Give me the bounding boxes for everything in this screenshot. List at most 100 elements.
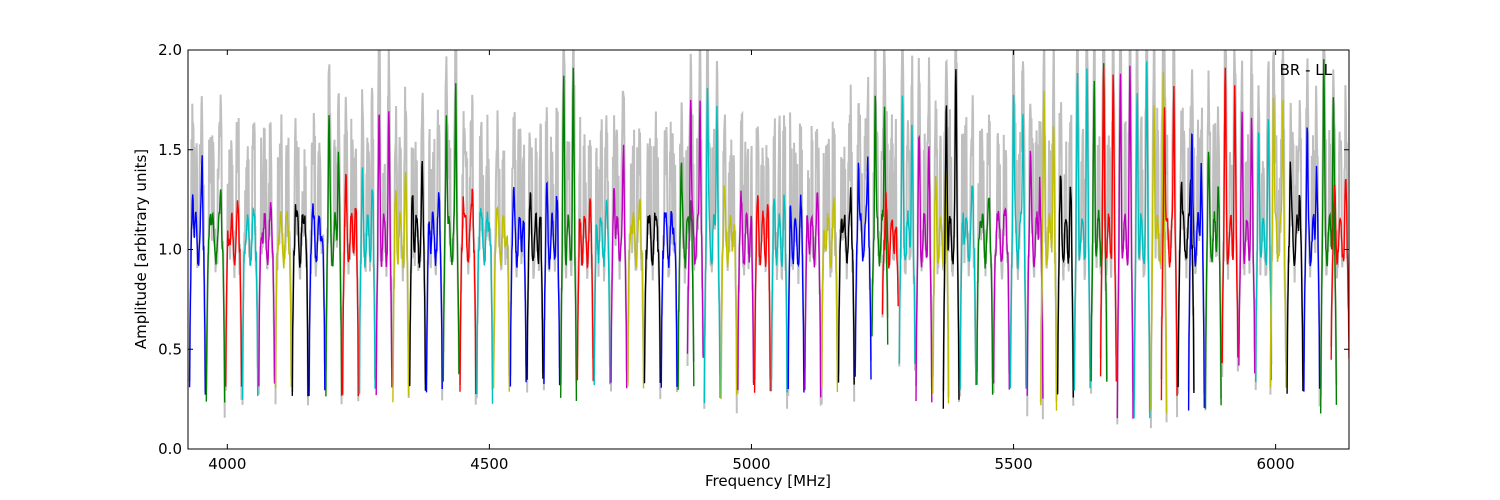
background-trace-segment bbox=[959, 95, 977, 397]
channel-trace bbox=[188, 155, 206, 395]
channel-trace bbox=[1040, 90, 1058, 411]
channel-trace bbox=[442, 83, 460, 382]
background-trace-segment bbox=[559, 50, 578, 386]
channel-trace bbox=[959, 185, 977, 390]
channel-trace bbox=[871, 95, 889, 345]
background-trace-segment bbox=[1039, 50, 1058, 403]
channel-trace bbox=[1303, 127, 1321, 392]
channel-trace bbox=[643, 212, 661, 384]
background-trace-segment bbox=[1269, 50, 1288, 395]
channel-trace bbox=[1026, 150, 1044, 399]
background-trace-segment bbox=[942, 50, 960, 403]
channel-trace bbox=[526, 192, 544, 380]
background-trace-segment bbox=[542, 107, 561, 391]
channel-trace bbox=[291, 204, 309, 397]
channel-trace bbox=[425, 192, 443, 393]
channel-trace bbox=[1056, 175, 1074, 398]
background-trace-segment bbox=[358, 87, 377, 395]
background-trace-segment bbox=[205, 94, 226, 418]
background-trace-segment bbox=[1073, 50, 1092, 385]
channel-trace bbox=[686, 99, 704, 358]
y-tick-label: 2.0 bbox=[158, 41, 182, 59]
background-trace-segment bbox=[1056, 102, 1075, 406]
channel-trace bbox=[492, 204, 510, 392]
channel-trace bbox=[804, 192, 822, 398]
x-axis: 4000 4500 5000 5500 6000 bbox=[208, 50, 1295, 473]
channel-trace bbox=[205, 189, 226, 403]
channel-trace bbox=[976, 197, 994, 395]
channel-trace bbox=[1133, 61, 1151, 419]
background-trace-segment bbox=[1237, 50, 1256, 352]
background-trace-segment bbox=[425, 109, 444, 401]
background-trace-segment bbox=[871, 50, 889, 324]
channel-trace bbox=[660, 211, 678, 388]
channel-trace bbox=[1286, 161, 1304, 394]
channel-trace bbox=[1116, 65, 1134, 419]
channel-trace bbox=[358, 167, 376, 394]
background-trace-segment bbox=[1116, 50, 1134, 425]
channel-trace bbox=[881, 191, 899, 315]
background-trace-segment bbox=[753, 126, 772, 380]
channel-trace bbox=[821, 197, 839, 393]
channel-trace bbox=[1221, 67, 1239, 364]
channel-trace bbox=[225, 200, 243, 387]
channel-trace bbox=[1269, 98, 1287, 388]
channel-trace bbox=[837, 187, 855, 385]
channel-trace bbox=[770, 194, 788, 393]
channel-trace bbox=[677, 162, 695, 390]
background-trace-segment bbox=[576, 116, 595, 360]
channel-trace bbox=[476, 208, 494, 404]
background-trace-segment bbox=[1090, 50, 1108, 394]
channel-trace bbox=[1255, 119, 1273, 383]
y-tick-label: 1.5 bbox=[158, 141, 182, 159]
background-trace-segment bbox=[770, 115, 789, 409]
channel-trace bbox=[1009, 94, 1027, 389]
x-tick-label: 5500 bbox=[994, 455, 1032, 473]
channel-trace bbox=[1204, 151, 1222, 409]
background-trace-segment bbox=[915, 57, 933, 389]
background-trace-segment bbox=[1099, 50, 1118, 359]
y-axis: 0.0 0.5 1.0 1.5 2.0 bbox=[158, 41, 1349, 458]
y-axis-label: Amplitude [arbitrary units] bbox=[132, 149, 150, 349]
channel-trace bbox=[1099, 66, 1117, 382]
background-trace-segment bbox=[720, 114, 738, 414]
channel-trace bbox=[543, 181, 561, 386]
channel-trace bbox=[898, 95, 916, 364]
background-trace-segment bbox=[291, 118, 309, 406]
channel-trace bbox=[560, 67, 578, 402]
x-tick-label: 4500 bbox=[470, 455, 508, 473]
background-trace-segment bbox=[442, 50, 460, 375]
channel-trace bbox=[1320, 59, 1338, 414]
channel-trace bbox=[409, 160, 427, 391]
channel-trace bbox=[509, 186, 527, 387]
channel-trace bbox=[703, 87, 721, 404]
background-trace-segment bbox=[375, 50, 393, 368]
channel-trace bbox=[593, 198, 611, 386]
channel-trace bbox=[392, 171, 410, 403]
channel-trace bbox=[992, 207, 1010, 390]
background-trace-segment bbox=[509, 112, 528, 376]
channel-trace bbox=[915, 134, 933, 403]
background-trace-segment bbox=[898, 50, 916, 371]
y-tick-label: 0.0 bbox=[158, 440, 182, 458]
channel-trace bbox=[737, 190, 755, 391]
channel-trace bbox=[241, 206, 259, 400]
background-trace-segment bbox=[1204, 70, 1223, 411]
background-trace-segment bbox=[1254, 61, 1273, 391]
background-trace-segment bbox=[787, 112, 805, 397]
background-trace-segment bbox=[643, 111, 662, 400]
x-axis-label: Frequency [MHz] bbox=[705, 472, 831, 490]
channel-trace bbox=[308, 203, 326, 397]
channel-trace bbox=[274, 210, 292, 389]
channel-trace bbox=[1330, 178, 1349, 360]
background-trace-segment bbox=[492, 110, 511, 377]
background-trace-segment bbox=[1302, 58, 1321, 407]
channel-trace bbox=[610, 144, 628, 389]
channel-trace bbox=[720, 185, 738, 400]
channel-trace bbox=[1073, 68, 1091, 391]
channel-trace bbox=[341, 173, 359, 397]
channel-trace bbox=[459, 188, 477, 395]
channel-trace bbox=[787, 194, 805, 393]
background-trace-segment bbox=[391, 86, 410, 399]
channel-trace bbox=[753, 195, 771, 393]
